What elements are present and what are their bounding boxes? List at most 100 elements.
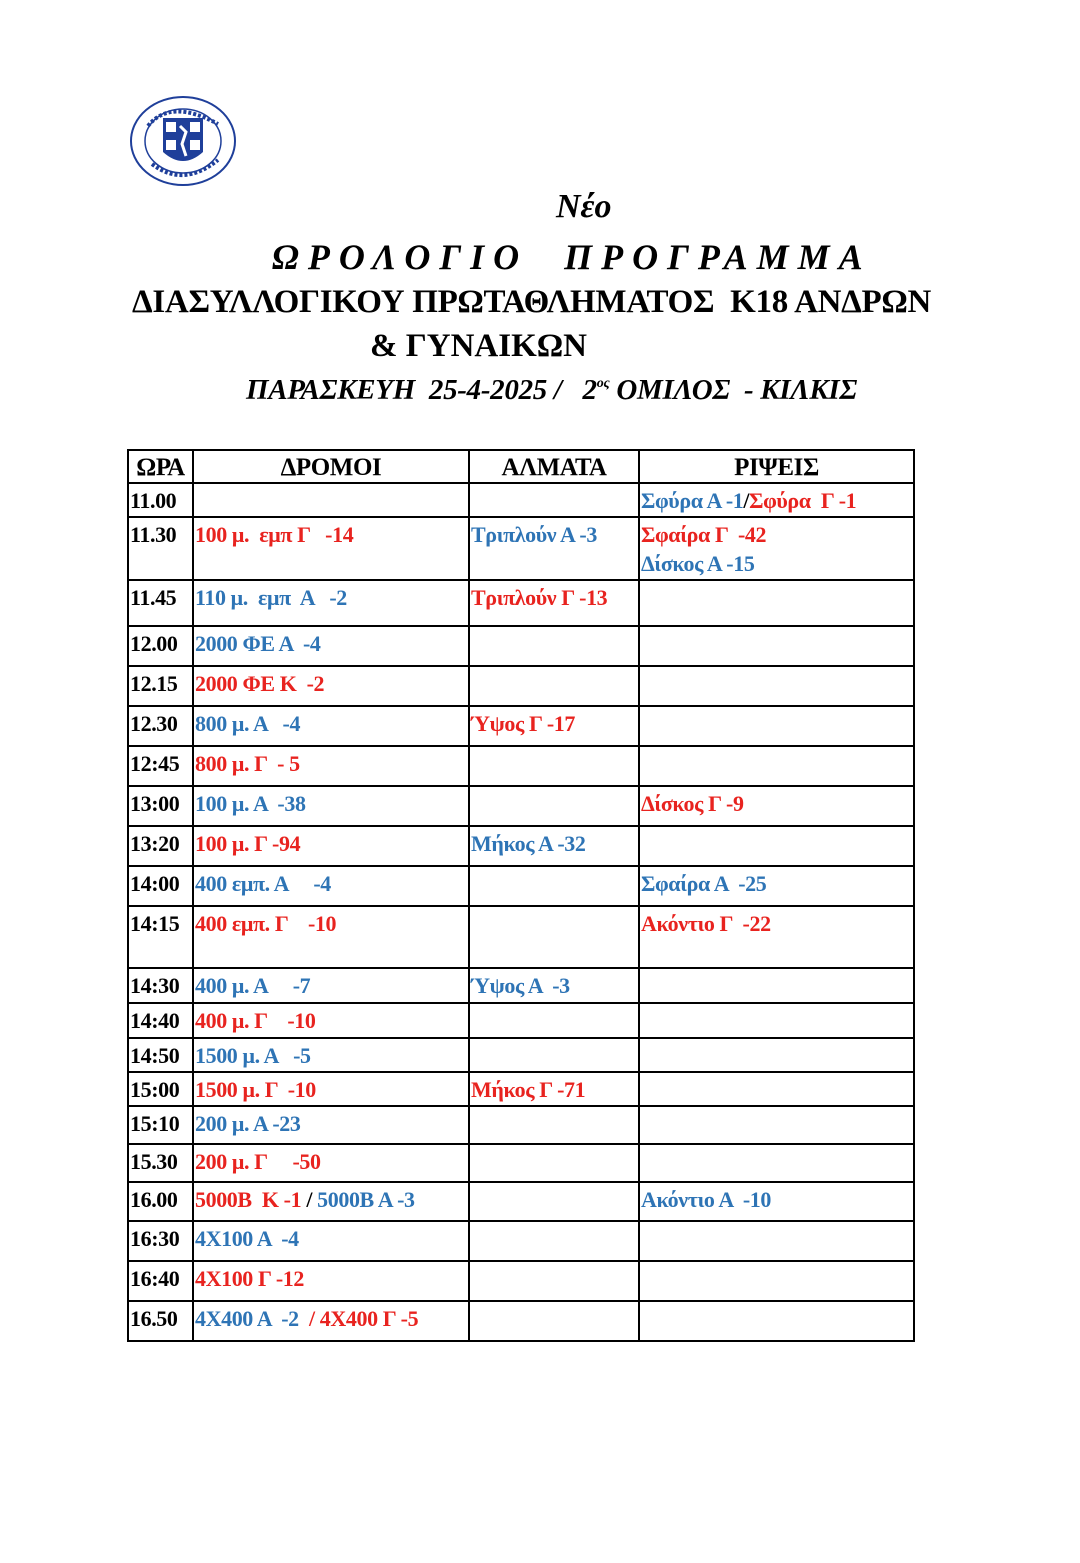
jumps-cell: Τριπλούν Α -3	[468, 516, 640, 581]
throws-cell	[638, 825, 915, 867]
time-cell: 14:50	[127, 1037, 194, 1073]
track-cell: 2000 ΦΕ Α -4	[192, 625, 470, 667]
track-cell: 4Χ100 Α -4	[192, 1220, 470, 1262]
time-cell: 11.45	[127, 579, 194, 627]
time-cell: 16.50	[127, 1300, 194, 1342]
event-text: Ακόντιο Α -10	[641, 1187, 771, 1212]
throws-cell: Σφαίρα Γ -42 Δίσκος Α -15	[638, 516, 915, 581]
table-row: 11.30 100 μ. εμπ Γ -14 Τριπλούν Α -3 Σφαίρα…	[127, 516, 915, 581]
time-cell: 15:00	[127, 1071, 194, 1107]
time-cell: 15:10	[127, 1105, 194, 1145]
throws-cell	[638, 1037, 915, 1073]
col-header-track: ΔΡΟΜΟΙ	[192, 449, 470, 484]
event-text: 100 μ. εμπ Γ -14	[195, 522, 354, 547]
track-cell: 400 μ. Γ -10	[192, 1002, 470, 1039]
time-cell: 12:45	[127, 745, 194, 787]
time-cell: 16:30	[127, 1220, 194, 1262]
event-text: Ύψος Γ -17	[471, 711, 575, 736]
table-row: 16:30 4Χ100 Α -4	[127, 1220, 915, 1262]
track-cell: 2000 ΦΕ Κ -2	[192, 665, 470, 707]
jumps-cell: Ύψος Α -3	[468, 967, 640, 1004]
throws-cell: Σφύρα Α -1/Σφύρα Γ -1	[638, 482, 915, 518]
federation-logo	[130, 96, 236, 186]
track-cell: 110 μ. εμπ Α -2	[192, 579, 470, 627]
event-text: 5000Β Κ -1	[195, 1187, 302, 1212]
time-cell: 14:15	[127, 905, 194, 969]
jumps-cell	[468, 865, 640, 907]
track-cell: 4Χ400 Α -2 / 4Χ400 Γ -5	[192, 1300, 470, 1342]
event-text: Τριπλούν Α -3	[471, 522, 597, 547]
jumps-cell	[468, 1181, 640, 1222]
throws-cell	[638, 665, 915, 707]
jumps-cell	[468, 905, 640, 969]
page-title: ΩΡΟΛΟΓΙΟ ΠΡΟΓΡΑΜΜΑ	[272, 237, 872, 277]
event-text: 200 μ. Α -23	[195, 1111, 301, 1136]
event-text: 800 μ. Γ - 5	[195, 751, 300, 776]
group-text: ΟΜΙΛΟΣ - ΚΙΛΚΙΣ	[609, 374, 858, 406]
jumps-cell	[468, 1300, 640, 1342]
jumps-cell: Μήκος Α -32	[468, 825, 640, 867]
event-text: Σφαίρα Γ -42	[641, 522, 767, 547]
throws-cell	[638, 745, 915, 787]
event-text: Ακόντιο Γ -22	[641, 911, 771, 936]
event-text: 110 μ. εμπ Α -2	[195, 585, 347, 610]
track-cell: 400 μ. Α -7	[192, 967, 470, 1004]
time-cell: 15.30	[127, 1143, 194, 1183]
track-cell: 100 μ. Α -38	[192, 785, 470, 827]
table-row: 16.00 5000Β Κ -1 / 5000Β Α -3 Ακόντιο Α -1…	[127, 1181, 915, 1222]
event-text: 400 μ. Α -7	[195, 973, 311, 998]
throws-cell	[638, 1105, 915, 1145]
table-row: 15:10 200 μ. Α -23	[127, 1105, 915, 1145]
event-text: Σφαίρα Α -25	[641, 871, 767, 896]
event-text: /	[301, 1187, 318, 1212]
jumps-cell	[468, 665, 640, 707]
event-text: 1500 μ. Α -5	[195, 1043, 311, 1068]
event-text: Ύψος Α -3	[471, 973, 570, 998]
time-cell: 14:00	[127, 865, 194, 907]
jumps-cell: Ύψος Γ -17	[468, 705, 640, 747]
event-text: Δίσκος Γ -9	[641, 791, 744, 816]
event-text: 4Χ100 Γ -12	[195, 1266, 304, 1291]
table-row: 14:40 400 μ. Γ -10	[127, 1002, 915, 1039]
throws-cell: Ακόντιο Γ -22	[638, 905, 915, 969]
new-label: Νέο	[556, 188, 612, 225]
event-text: 1500 μ. Γ -10	[195, 1077, 316, 1102]
jumps-cell	[468, 1220, 640, 1262]
time-cell: 13:20	[127, 825, 194, 867]
table-row: 16.50 4Χ400 Α -2 / 4Χ400 Γ -5	[127, 1300, 915, 1342]
event-text: 400 εμπ. Α -4	[195, 871, 331, 896]
table-row: 14:50 1500 μ. Α -5	[127, 1037, 915, 1073]
table-row: 12.30 800 μ. Α -4 Ύψος Γ -17	[127, 705, 915, 747]
event-text: Μήκος Γ -71	[471, 1077, 586, 1102]
track-cell: 100 μ. εμπ Γ -14	[192, 516, 470, 581]
throws-cell: Σφαίρα Α -25	[638, 865, 915, 907]
track-cell: 5000Β Κ -1 / 5000Β Α -3	[192, 1181, 470, 1222]
event-text: 200 μ. Γ -50	[195, 1149, 321, 1174]
throws-cell	[638, 705, 915, 747]
throws-cell: Δίσκος Γ -9	[638, 785, 915, 827]
event-text: 400 μ. Γ -10	[195, 1008, 316, 1033]
event-text: Σφύρα Α -1	[641, 488, 744, 513]
jumps-cell	[468, 1260, 640, 1302]
time-cell: 12.00	[127, 625, 194, 667]
table-header-row: ΩΡΑ ΔΡΟΜΟΙ ΑΛΜΑΤΑ ΡΙΨΕΙΣ	[127, 449, 915, 484]
event-text: 100 μ. Γ -94	[195, 831, 301, 856]
time-cell: 14:30	[127, 967, 194, 1004]
championship-title-cont: & ΓΥΝΑΙΚΩΝ	[370, 328, 587, 364]
table-row: 12.00 2000 ΦΕ Α -4	[127, 625, 915, 667]
jumps-cell	[468, 785, 640, 827]
table-row: 12:45 800 μ. Γ - 5	[127, 745, 915, 787]
table-row: 11.45 110 μ. εμπ Α -2 Τριπλούν Γ -13	[127, 579, 915, 627]
event-text: Δίσκος Α -15	[641, 551, 755, 576]
track-cell	[192, 482, 470, 518]
event-text: /	[298, 1306, 320, 1331]
jumps-cell	[468, 625, 640, 667]
track-cell: 1500 μ. Α -5	[192, 1037, 470, 1073]
table-row: 14:15 400 εμπ. Γ -10 Ακόντιο Γ -22	[127, 905, 915, 969]
jumps-cell: Μήκος Γ -71	[468, 1071, 640, 1107]
jumps-cell	[468, 1037, 640, 1073]
table-row: 16:40 4Χ100 Γ -12	[127, 1260, 915, 1302]
throws-cell	[638, 1300, 915, 1342]
event-text: 800 μ. Α -4	[195, 711, 301, 736]
event-text: 2000 ΦΕ Κ -2	[195, 671, 325, 696]
